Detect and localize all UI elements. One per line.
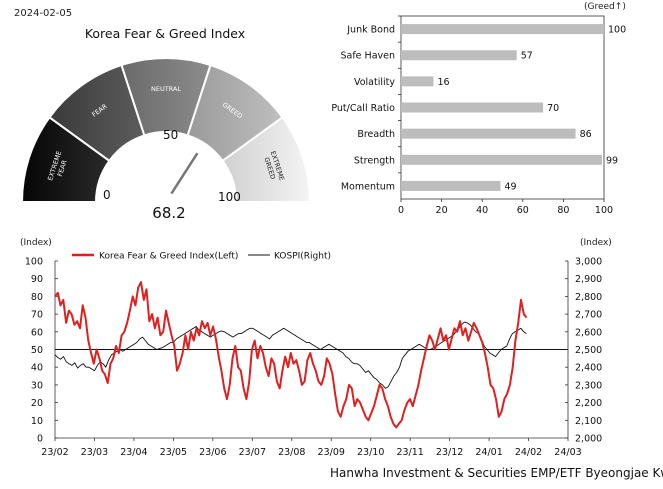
indicator-bar-chart: Junk Bond 100 Safe Haven 57 Volatility 16 Put/… <box>331 15 626 216</box>
left-y-tick-label: 80 <box>31 292 43 303</box>
bar-x-tick-label: 20 <box>436 205 448 216</box>
bar-x-tick-label: 40 <box>476 205 488 216</box>
source-credit: Hanwha Investment & Securities EMP/ETF B… <box>330 466 663 480</box>
bar-category-label: Junk Bond <box>346 25 395 36</box>
right-y-tick-label: 2,000 <box>575 434 602 445</box>
x-tick-label: 23/07 <box>239 447 266 458</box>
bar-value-label: 57 <box>521 51 533 62</box>
right-y-tick-label: 2,800 <box>575 292 602 303</box>
series-fear-greed-line <box>54 281 528 429</box>
right-y-tick-label: 2,600 <box>575 327 602 338</box>
bar-category-label: Volatility <box>354 77 395 88</box>
report-date: 2024-02-05 <box>14 8 73 19</box>
left-y-tick-label: 30 <box>31 380 43 391</box>
bar-value-label: 100 <box>608 25 626 36</box>
bar <box>401 102 544 113</box>
gauge-value: 68.2 <box>152 204 186 222</box>
left-axis-unit: (Index) <box>20 238 52 248</box>
right-y-tick-label: 2,900 <box>575 274 602 285</box>
bar <box>401 128 576 139</box>
line-chart-legend: Korea Fear & Greed Index(Left) KOSPI(Righ… <box>72 252 331 262</box>
x-tick-label: 24/02 <box>515 447 542 458</box>
x-tick-label: 23/08 <box>278 447 305 458</box>
bar <box>401 180 501 191</box>
x-tick-label: 23/12 <box>436 447 463 458</box>
left-y-tick-label: 0 <box>37 434 43 445</box>
x-tick-label: 23/02 <box>41 447 68 458</box>
legend-label-kospi: KOSPI(Right) <box>274 252 331 262</box>
right-axis-unit: (Index) <box>580 238 612 248</box>
x-tick-label: 23/06 <box>199 447 226 458</box>
legend-label-fear-greed: Korea Fear & Greed Index(Left) <box>99 252 238 262</box>
gauge-scale-min: 0 <box>103 188 111 202</box>
left-y-tick-label: 90 <box>31 274 43 285</box>
bar-category-label: Breadth <box>357 129 395 140</box>
bar-value-label: 16 <box>437 77 449 88</box>
bar-category-label: Momentum <box>341 181 395 192</box>
right-y-tick-label: 2,700 <box>575 310 602 321</box>
right-y-tick-label: 2,500 <box>575 345 602 356</box>
x-tick-label: 23/11 <box>396 447 423 458</box>
right-y-tick-label: 2,300 <box>575 380 602 391</box>
gauge-needle <box>170 152 199 195</box>
bar <box>401 154 602 165</box>
bar-value-label: 49 <box>504 181 516 192</box>
left-y-tick-label: 40 <box>31 363 43 374</box>
bar <box>401 24 604 35</box>
x-tick-label: 23/03 <box>81 447 108 458</box>
bar-category-label: Strength <box>354 155 395 166</box>
left-y-tick-label: 50 <box>31 345 43 356</box>
right-y-tick-label: 2,200 <box>575 398 602 409</box>
gauge-scale-max: 100 <box>218 190 241 204</box>
bar-value-label: 99 <box>606 155 618 166</box>
bar-chart-unit: (Greed↑) <box>584 2 626 12</box>
bar <box>401 76 434 87</box>
segment-neutral-label: NEUTRAL <box>151 85 181 93</box>
x-tick-label: 23/04 <box>120 447 147 458</box>
bar-x-tick-label: 60 <box>517 205 529 216</box>
x-tick-label: 23/10 <box>357 447 384 458</box>
x-tick-label: 24/03 <box>554 447 581 458</box>
right-y-tick-label: 2,400 <box>575 363 602 374</box>
bar <box>401 50 517 61</box>
x-tick-label: 23/05 <box>160 447 187 458</box>
bar-x-tick-label: 100 <box>595 205 613 216</box>
bar-category-label: Safe Haven <box>340 51 395 62</box>
x-tick-label: 24/01 <box>475 447 502 458</box>
right-y-tick-label: 2,100 <box>575 416 602 427</box>
left-y-tick-label: 70 <box>31 310 43 321</box>
left-y-tick-label: 100 <box>25 257 43 268</box>
bar-value-label: 70 <box>547 103 559 114</box>
bar-x-tick-label: 80 <box>557 205 569 216</box>
bar-category-label: Put/Call Ratio <box>331 103 395 114</box>
bar-x-tick-label: 0 <box>398 205 404 216</box>
bar-value-label: 86 <box>580 129 592 140</box>
gauge-title: Korea Fear & Greed Index <box>84 26 246 41</box>
x-tick-label: 23/09 <box>318 447 345 458</box>
left-y-tick-label: 60 <box>31 327 43 338</box>
left-y-tick-label: 20 <box>31 398 43 409</box>
gauge-scale-mid: 50 <box>163 128 179 142</box>
segment-extreme-greed <box>221 115 312 203</box>
left-y-tick-label: 10 <box>31 416 43 427</box>
series-kospi-line <box>54 321 527 389</box>
right-y-tick-label: 3,000 <box>575 257 602 268</box>
